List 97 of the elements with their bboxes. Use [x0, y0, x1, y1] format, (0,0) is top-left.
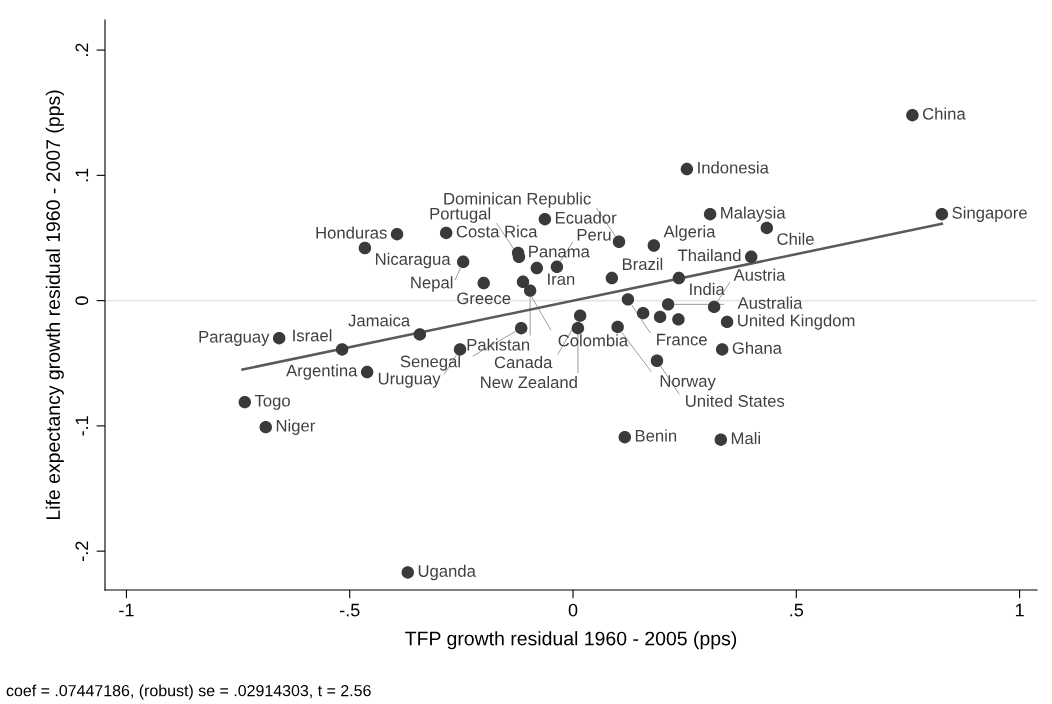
- point: [523, 284, 537, 297]
- annotation: Algeria: [663, 225, 716, 241]
- point: [672, 271, 686, 285]
- annotation: India: [690, 282, 725, 296]
- point: [680, 162, 694, 176]
- annotation: Costa Rica: [456, 225, 538, 238]
- x-axis-title: TFP growth residual 1960 - 2005 (pps): [405, 631, 737, 650]
- annotation: Jamaica: [348, 314, 411, 327]
- annotation: Honduras: [316, 226, 387, 239]
- y-tick-label: 0: [75, 296, 89, 305]
- point: [477, 276, 490, 290]
- point: [573, 309, 587, 322]
- y-axis-title: Life expectancy growth residual 1960 - 2007 (pps): [45, 90, 64, 520]
- point: [453, 343, 467, 356]
- point: [715, 343, 729, 356]
- x-tick-label: 0: [568, 603, 578, 617]
- annotation: Canada: [494, 355, 553, 369]
- point: [259, 420, 272, 434]
- point: [571, 321, 585, 335]
- annotation: Thailand: [677, 249, 741, 262]
- annotation: Ghana: [732, 341, 782, 354]
- point: [439, 226, 453, 240]
- point: [605, 271, 619, 285]
- point: [661, 298, 675, 311]
- point: [760, 221, 774, 235]
- annotation: Brazil: [622, 257, 663, 271]
- annotation: Paraguay: [199, 331, 270, 346]
- annotation: Senegal: [400, 355, 460, 371]
- point: [621, 293, 635, 306]
- annotation: Dominican Republic: [444, 192, 591, 208]
- annotation: Uruguay: [378, 372, 441, 388]
- annotation: United Kingdom: [738, 314, 855, 330]
- annotation: Norway: [660, 375, 716, 391]
- text: coef = .07447186, (robust) se = .02914303, t = 2.56: [6, 684, 371, 700]
- annotation: Chile: [777, 232, 814, 245]
- annotation: United States: [686, 394, 785, 407]
- point: [714, 433, 728, 446]
- point: [272, 331, 286, 345]
- annotation: Singapore: [952, 206, 1027, 222]
- annotation: New Zealand: [481, 375, 577, 389]
- point: [401, 566, 414, 579]
- x-tick-label: -.5: [339, 603, 360, 617]
- y-tick-label: -.1: [75, 416, 89, 436]
- annotation: Nicaragua: [376, 252, 451, 269]
- annotation: Portugal: [430, 207, 491, 223]
- annotation: Indonesia: [698, 161, 769, 174]
- point: [358, 241, 372, 255]
- annotation: Nepal: [411, 276, 453, 292]
- point: [530, 261, 544, 275]
- point: [611, 320, 624, 334]
- point: [647, 239, 661, 252]
- annotation: Ecuador: [555, 211, 617, 224]
- annotation: Malaysia: [721, 206, 786, 222]
- point: [516, 275, 530, 289]
- x-tick-label: .5: [790, 603, 804, 617]
- point: [538, 212, 552, 226]
- annotation: Argentina: [286, 364, 358, 380]
- point: [238, 395, 251, 409]
- point: [935, 207, 949, 221]
- annotation: Colombia: [558, 334, 629, 347]
- annotation: Pakistan: [467, 338, 530, 351]
- y-tick-label: .1: [75, 168, 89, 182]
- y-tick-label: -.2: [75, 541, 89, 561]
- annotation: Togo: [254, 394, 290, 410]
- annotation: Greece: [457, 292, 511, 305]
- annotation: Panama: [529, 245, 590, 258]
- annotation: Australia: [737, 296, 803, 309]
- point: [618, 430, 632, 444]
- point: [413, 328, 427, 341]
- point: [335, 343, 349, 356]
- point: [456, 255, 470, 268]
- annotation: Mali: [731, 431, 760, 445]
- annotation: Benin: [635, 429, 677, 442]
- annotation: Austria: [733, 268, 786, 281]
- annotation: France: [657, 333, 707, 346]
- annotation: Iran: [548, 273, 575, 286]
- x-tick-label: 1: [1015, 603, 1024, 617]
- point: [720, 315, 734, 329]
- point: [360, 365, 374, 379]
- point: [703, 207, 717, 221]
- annotation: Israel: [293, 329, 332, 342]
- point: [390, 228, 404, 241]
- annotation: Peru: [577, 229, 611, 241]
- annotation: Uganda: [418, 564, 476, 581]
- point: [612, 235, 626, 248]
- point: [672, 313, 685, 326]
- point: [707, 300, 721, 314]
- y-tick-label: .2: [75, 43, 89, 56]
- point: [744, 250, 758, 263]
- point: [550, 260, 564, 273]
- point: [650, 354, 664, 367]
- annotation: Niger: [276, 419, 316, 435]
- point: [906, 109, 919, 122]
- point: [515, 321, 528, 335]
- point: [653, 310, 667, 324]
- annotation: China: [922, 107, 966, 120]
- x-tick-label: -1: [119, 603, 134, 617]
